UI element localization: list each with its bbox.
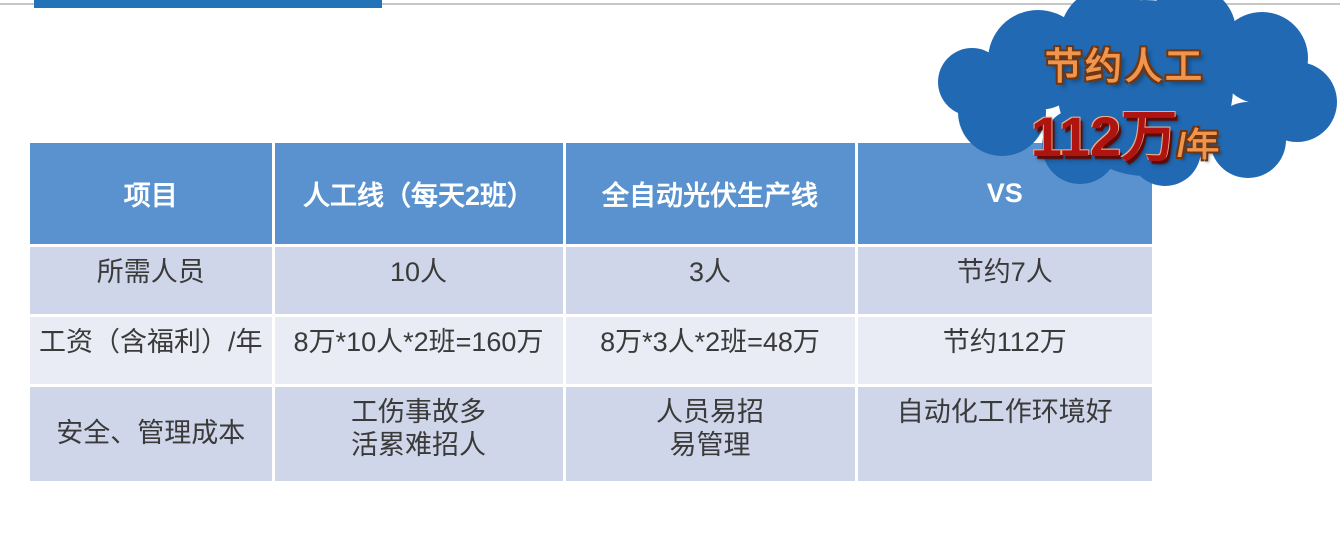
- top-hairline-divider: [0, 3, 1340, 5]
- table-row-staff: 所需人员 10人 3人 节约7人: [30, 243, 1152, 315]
- row-label-safety: 安全、管理成本: [30, 383, 275, 481]
- callout-unit: /年: [1177, 126, 1220, 163]
- cell-safety-saving: 自动化工作环境好: [856, 383, 1152, 481]
- callout-amount-line: 112万 /年: [960, 92, 1290, 173]
- cell-salary-auto: 8万*3人*2班=48万: [564, 313, 858, 385]
- row-label-salary: 工资（含福利）/年: [30, 313, 275, 385]
- comparison-table: 项目 人工线（每天2班） 全自动光伏生产线 VS 所需人员 10人 3人 节约7…: [30, 143, 1152, 481]
- savings-callout: 节约人工 112万 /年: [938, 0, 1340, 188]
- cell-staff-auto: 3人: [564, 243, 858, 315]
- cell-salary-saving: 节约112万: [856, 313, 1152, 385]
- table-row-safety: 安全、管理成本 工伤事故多 活累难招人 人员易招 易管理 自动化工作环境好: [30, 383, 1152, 481]
- callout-text: 节约人工 112万 /年: [960, 36, 1290, 173]
- header-cell-item: 项目: [30, 143, 275, 245]
- cell-staff-manual: 10人: [273, 243, 566, 315]
- cell-safety-auto: 人员易招 易管理: [564, 383, 858, 481]
- top-accent-bar: [34, 0, 382, 8]
- table-row-salary: 工资（含福利）/年 8万*10人*2班=160万 8万*3人*2班=48万 节约…: [30, 313, 1152, 385]
- cell-salary-manual: 8万*10人*2班=160万: [273, 313, 566, 385]
- callout-title: 节约人工: [1045, 46, 1205, 87]
- row-label-staff: 所需人员: [30, 243, 275, 315]
- cloud-callout-shape: [938, 0, 1337, 186]
- cell-staff-saving: 节约7人: [856, 243, 1152, 315]
- cell-safety-manual: 工伤事故多 活累难招人: [273, 383, 566, 481]
- callout-amount: 112万: [1030, 105, 1178, 168]
- header-cell-auto-line: 全自动光伏生产线: [564, 143, 858, 245]
- header-cell-manual-line: 人工线（每天2班）: [273, 143, 566, 245]
